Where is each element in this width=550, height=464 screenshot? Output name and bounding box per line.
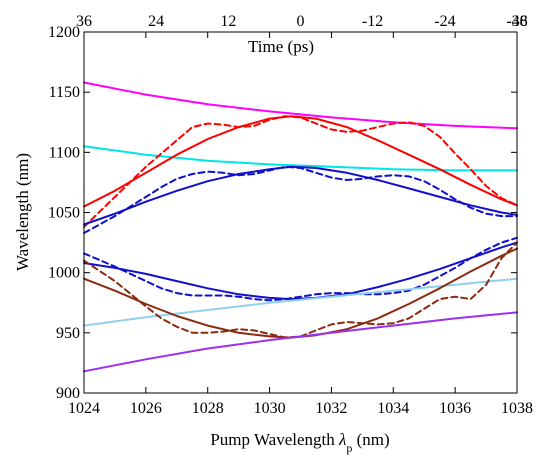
y-tick-label: 1050 xyxy=(48,205,80,222)
series-line-12 xyxy=(83,311,518,373)
x-tick-label: 1034 xyxy=(377,400,409,417)
top-tick-label: -24 xyxy=(434,13,455,30)
y-tick-label: 950 xyxy=(56,325,80,342)
y-axis-title: Wavelength (nm) xyxy=(13,153,32,271)
top-tick-label: 24 xyxy=(148,13,164,30)
series-line-4 xyxy=(83,115,518,228)
series-line-6 xyxy=(83,165,518,234)
ticks-layer: 1024 1026 1028 1030 1032 1034 1036 1038 900 950 10… xyxy=(48,13,533,417)
top-tick-label: 12 xyxy=(220,13,236,30)
plot-frame xyxy=(83,31,518,394)
x-tick-label: 1038 xyxy=(501,400,533,417)
series-line-5 xyxy=(83,165,518,226)
x-tick-label: 1026 xyxy=(130,400,162,417)
series-line-11 xyxy=(83,241,518,339)
y-tick-label: 900 xyxy=(56,385,80,402)
x-axis-title-sub: p xyxy=(346,441,352,455)
y-tick-label: 1200 xyxy=(48,24,80,41)
top-tick-label: -12 xyxy=(362,13,383,30)
series-line-8 xyxy=(83,236,518,302)
x-axis-title: Pump Wavelength λp (nm) xyxy=(210,430,389,455)
top-tick-label: 0 xyxy=(297,13,305,30)
y-tick-label: 1150 xyxy=(49,84,80,101)
x-axis-title-unit: (nm) xyxy=(352,430,389,449)
top-tick-label: 36 xyxy=(76,13,92,30)
x-axis-title-main: Pump Wavelength xyxy=(210,430,339,449)
series-line-7 xyxy=(83,241,518,301)
top-tick-label: -36 xyxy=(506,13,527,30)
series-layer xyxy=(83,81,518,373)
x-tick-label: 1028 xyxy=(192,400,224,417)
series-line-3 xyxy=(83,115,518,208)
x-tick-label: 1030 xyxy=(254,400,286,417)
top-tick-label: -48 xyxy=(506,13,527,30)
series-line-2 xyxy=(83,145,518,172)
x-axis-title-symbol: λ xyxy=(338,430,346,449)
top-axis-title: Time (ps) xyxy=(248,37,314,56)
y-tick-label: 1100 xyxy=(49,144,80,161)
x-tick-label: 1032 xyxy=(315,400,347,417)
series-line-1 xyxy=(83,81,518,130)
series-line-10 xyxy=(83,247,518,339)
x-tick-label: 1036 xyxy=(439,400,471,417)
x-tick-label: 1024 xyxy=(68,400,100,417)
y-tick-label: 1000 xyxy=(48,265,80,282)
